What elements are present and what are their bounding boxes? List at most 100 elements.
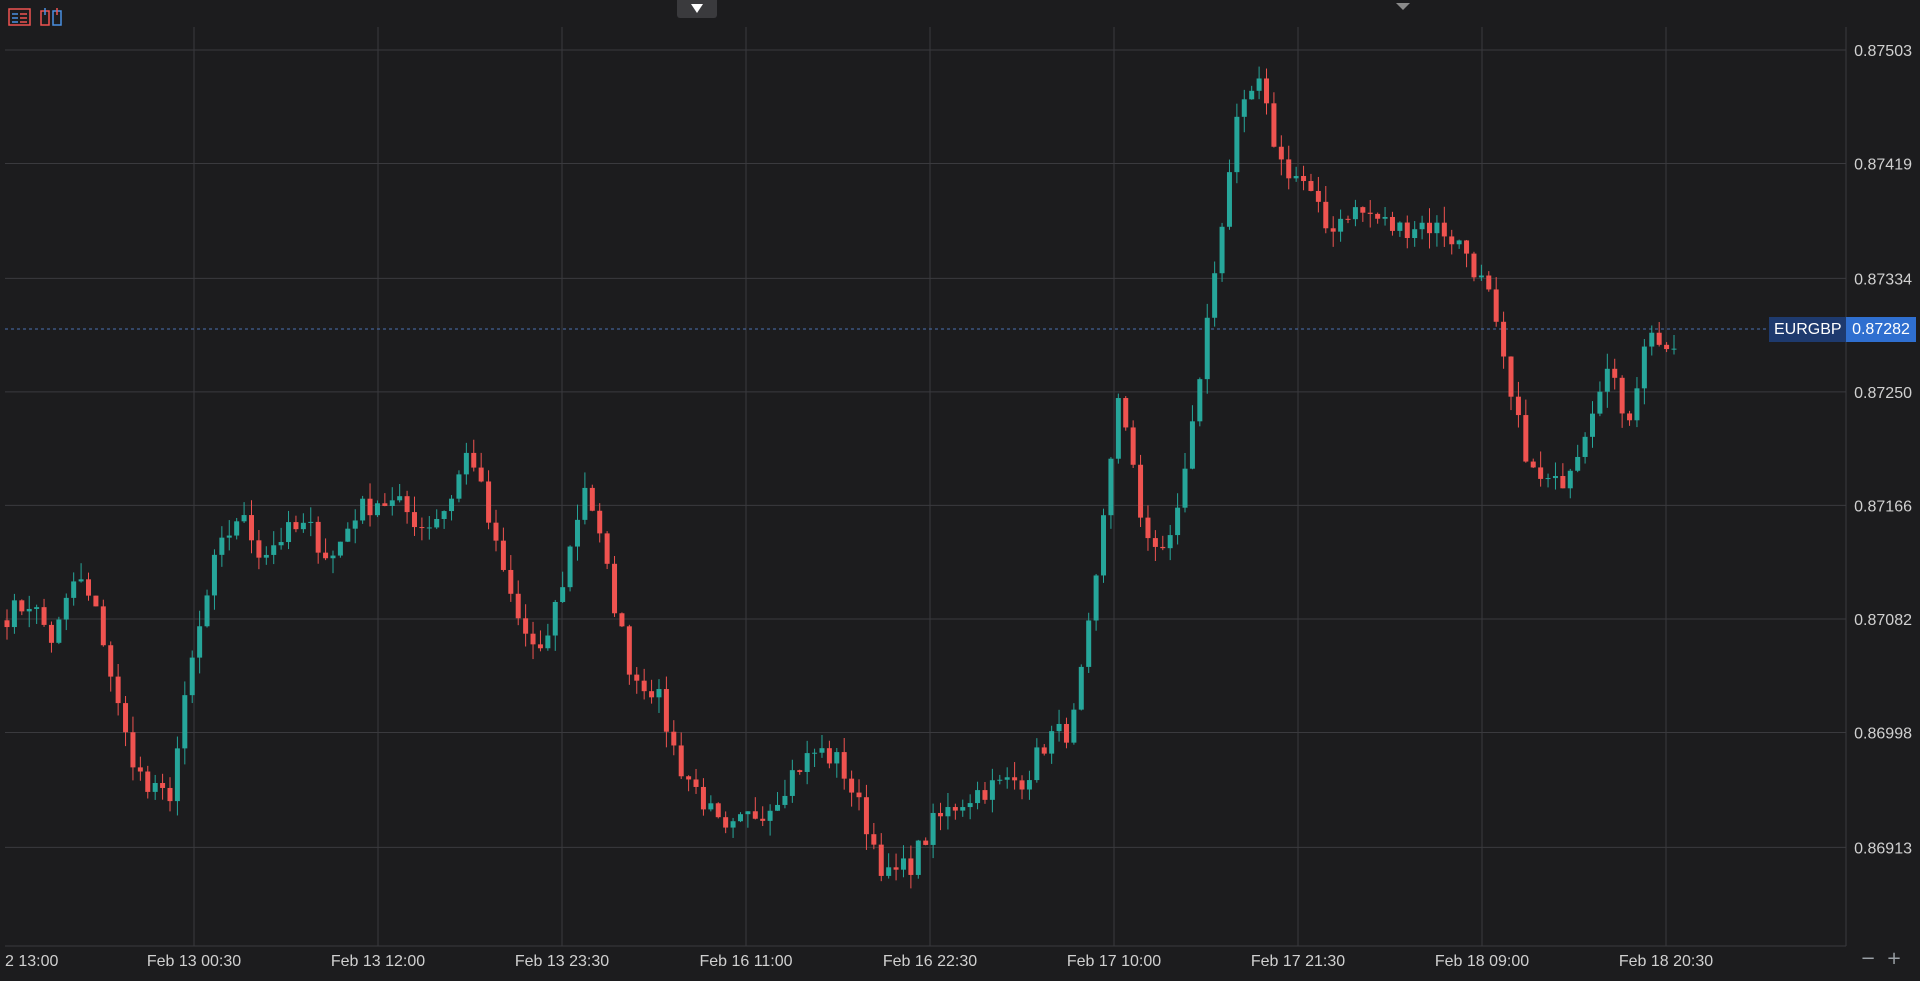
candle <box>752 797 758 820</box>
candle <box>78 563 84 583</box>
candle <box>1634 377 1640 428</box>
candle <box>330 550 336 574</box>
candle <box>397 483 403 503</box>
candle <box>1330 216 1336 247</box>
candle <box>1338 209 1344 242</box>
candle <box>1093 573 1099 631</box>
candle <box>271 531 277 565</box>
candle <box>863 784 869 850</box>
candle <box>545 623 551 651</box>
candle <box>678 732 684 780</box>
candle <box>167 777 173 812</box>
candle <box>478 452 484 483</box>
candle <box>85 572 91 601</box>
candle <box>1101 508 1107 583</box>
candle <box>841 737 847 790</box>
candle <box>234 517 240 540</box>
candle <box>137 756 143 781</box>
candle <box>945 792 951 830</box>
price-tick-label: 0.87503 <box>1854 43 1912 60</box>
collapse-tab[interactable] <box>677 0 717 18</box>
candle <box>886 853 892 879</box>
candle <box>775 792 781 811</box>
candle <box>389 487 395 516</box>
candle <box>1138 454 1144 528</box>
candle <box>63 593 69 631</box>
candle <box>1293 166 1299 182</box>
indicators-icon[interactable] <box>40 7 64 27</box>
candle <box>663 676 669 748</box>
candle <box>975 781 981 810</box>
candle <box>1182 452 1188 513</box>
candle <box>730 817 736 838</box>
candle <box>241 502 247 524</box>
candle <box>1123 396 1129 431</box>
candle <box>56 616 62 645</box>
candle <box>1071 703 1077 745</box>
candle <box>1619 375 1625 428</box>
candle <box>1627 410 1633 426</box>
candle <box>360 495 366 524</box>
candle <box>1078 664 1084 711</box>
candle <box>989 768 995 813</box>
candle <box>1427 208 1433 249</box>
candle <box>589 484 595 512</box>
candle <box>782 779 788 809</box>
candle <box>745 811 751 828</box>
candle <box>130 716 136 781</box>
candle <box>1545 473 1551 488</box>
candle <box>1367 200 1373 228</box>
candle <box>1441 206 1447 247</box>
candle <box>1019 775 1025 800</box>
candle <box>308 507 314 537</box>
candle <box>641 668 647 700</box>
zoom-out-button[interactable]: − <box>1860 948 1876 969</box>
candle <box>737 812 743 823</box>
time-tick-label: Feb 16 11:00 <box>699 953 792 970</box>
candle <box>1256 66 1262 100</box>
candle <box>1612 358 1618 390</box>
zoom-in-button[interactable]: + <box>1886 948 1902 969</box>
candle <box>426 516 432 540</box>
candle <box>382 493 388 507</box>
candle <box>48 621 54 653</box>
candle <box>11 593 17 634</box>
candle <box>108 641 114 692</box>
candle <box>923 837 929 846</box>
candle <box>1086 612 1092 674</box>
candle <box>1234 103 1240 184</box>
candle <box>1604 353 1610 408</box>
candle <box>486 470 492 530</box>
candle <box>560 571 566 603</box>
candle <box>204 589 210 628</box>
candle <box>4 609 10 640</box>
candle <box>893 853 899 881</box>
candle <box>789 759 795 803</box>
plot-background <box>5 27 1846 946</box>
candle <box>938 802 944 831</box>
candle <box>189 650 195 704</box>
candle <box>1352 199 1358 227</box>
candle <box>1530 458 1536 469</box>
price-tick-label: 0.86913 <box>1854 840 1912 857</box>
time-tick-label: Feb 17 21:30 <box>1251 953 1345 970</box>
candle <box>278 527 284 550</box>
candle <box>1419 215 1425 240</box>
candle <box>1301 165 1307 191</box>
candle <box>1160 535 1166 551</box>
candle <box>582 472 588 525</box>
candle <box>1597 381 1603 417</box>
candle <box>960 799 966 817</box>
candle <box>708 795 714 812</box>
candle <box>671 720 677 756</box>
candle <box>812 748 818 767</box>
candle <box>315 516 321 564</box>
candle <box>286 510 292 550</box>
candle <box>404 490 410 524</box>
time-axis: 2 13:00 Feb 13 00:30 Feb 13 12:00 Feb 13 23… <box>5 953 1713 970</box>
list-icon[interactable] <box>8 7 32 27</box>
candle <box>1308 173 1314 192</box>
candle <box>1412 221 1418 247</box>
scroll-marker-icon[interactable] <box>1396 3 1410 10</box>
